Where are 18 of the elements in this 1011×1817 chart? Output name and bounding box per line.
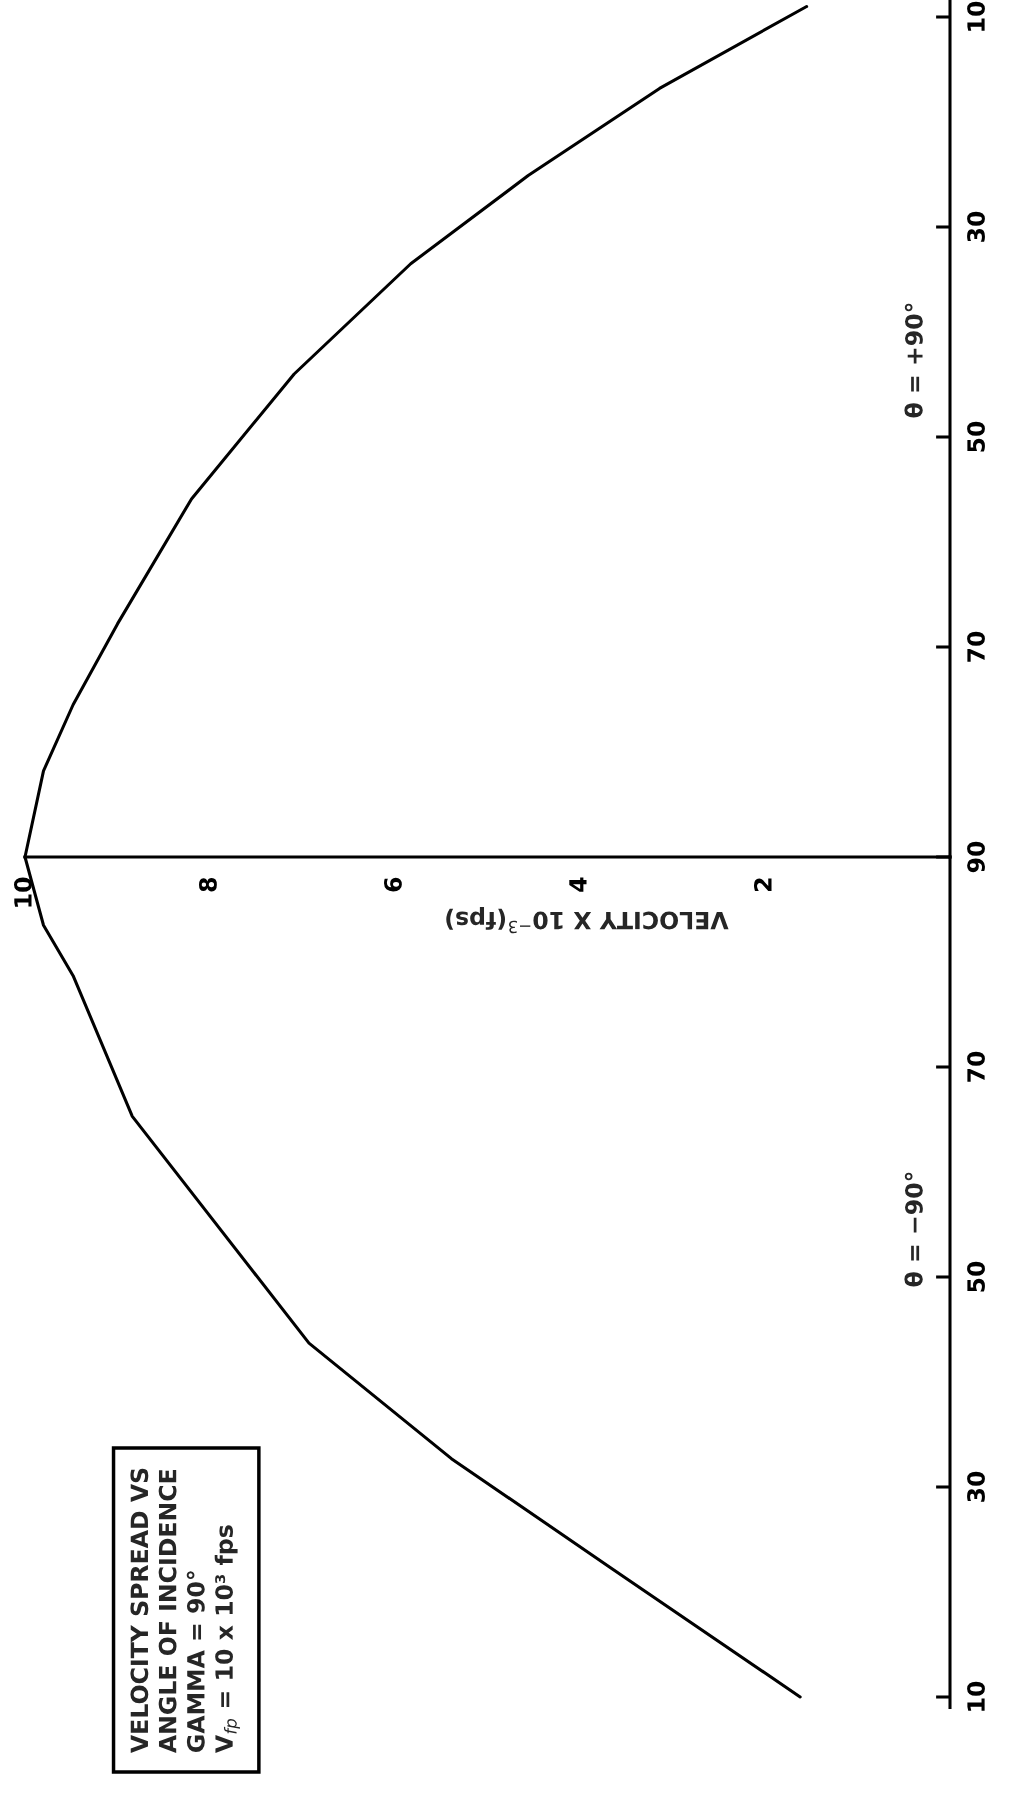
annotation: VELOCITY SPREAD VS ANGLE OF INCIDENCE GAMMA = 90° V$_{fp}$ = 10 x 10³ fps bbox=[130, 1468, 240, 1753]
x-tick-label: 6 bbox=[384, 877, 402, 892]
x-tick-label: 10 bbox=[13, 877, 32, 907]
y-tick-label: 10 bbox=[967, 1, 985, 31]
y-tick-label: 70 bbox=[967, 631, 985, 662]
annotation: θ = −90° bbox=[904, 1172, 923, 1287]
y-tick-label: 30 bbox=[967, 211, 985, 242]
annotation: θ = +90° bbox=[904, 303, 923, 418]
y-tick-label: 30 bbox=[967, 1471, 985, 1502]
y-tick-label: 50 bbox=[967, 421, 985, 452]
y-tick-label: 70 bbox=[967, 1051, 985, 1082]
x-axis-title: VELOCITY X 10$^{−3}$(fps) bbox=[446, 907, 729, 934]
y-tick-label: 50 bbox=[967, 1261, 985, 1292]
x-tick-label: 8 bbox=[198, 877, 217, 892]
y-tick-label: 90 bbox=[967, 841, 985, 873]
y-tick-label: 10 bbox=[967, 1681, 985, 1711]
x-tick-label: 4 bbox=[569, 877, 587, 892]
x-tick-label: 2 bbox=[753, 878, 772, 892]
